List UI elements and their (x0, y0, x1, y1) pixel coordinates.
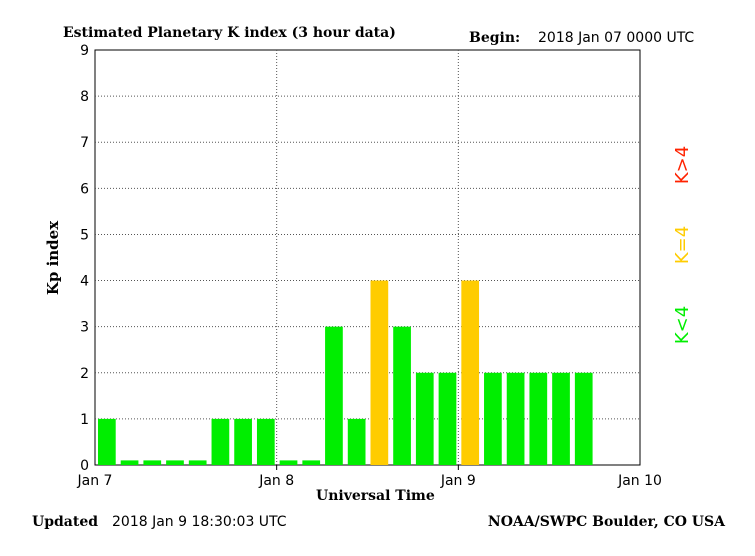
bars (97, 280, 593, 465)
legend-equal: K=4 (672, 226, 693, 264)
y-axis-ticks: 0 1 2 3 4 5 6 7 8 9 (80, 43, 89, 474)
y-tick-label: 0 (80, 458, 89, 474)
y-tick-label: 3 (80, 320, 89, 336)
x-tick-label: Jan 10 (617, 473, 662, 489)
kp-bar (393, 326, 411, 465)
plot-frame (94, 49, 641, 466)
x-axis-ticks: Jan 7 Jan 8 Jan 9 Jan 10 (77, 465, 662, 489)
y-tick-label: 7 (80, 135, 89, 151)
y-tick-label: 4 (80, 274, 89, 290)
kp-bar (461, 280, 480, 465)
plot-area: 0 1 2 3 4 5 6 7 8 9 Jan 7 Jan 8 Jan 9 Jan 10 (77, 43, 662, 489)
kp-bar (438, 372, 457, 465)
kp-bar (256, 418, 275, 465)
kp-bar (325, 326, 343, 465)
kp-bar (188, 460, 207, 465)
kp-bar (415, 372, 434, 465)
kp-bar (143, 460, 162, 465)
legend-low: K<4 (672, 306, 693, 344)
y-tick-label: 1 (80, 412, 89, 428)
y-tick-label: 6 (80, 181, 89, 197)
gridlines (95, 50, 640, 465)
kp-bar (211, 418, 230, 465)
kp-bar (279, 460, 298, 465)
x-axis-label: Universal Time (316, 488, 435, 504)
kp-bar (484, 372, 502, 465)
y-tick-label: 2 (80, 366, 89, 382)
kp-bar (302, 460, 321, 465)
kp-bar (234, 418, 252, 465)
kp-bar (506, 372, 525, 465)
x-tick-label: Jan 8 (258, 473, 294, 489)
begin-value: 2018 Jan 07 0000 UTC (538, 30, 694, 46)
y-tick-label: 8 (80, 89, 89, 105)
updated-value: 2018 Jan 9 18:30:03 UTC (112, 514, 287, 530)
updated-label: Updated (32, 514, 98, 530)
y-tick-label: 9 (80, 43, 89, 59)
kp-bar (97, 418, 116, 465)
kp-bar (552, 372, 570, 465)
kp-bar (166, 460, 184, 465)
begin-label: Begin: (469, 30, 520, 46)
kp-bar (529, 372, 548, 465)
y-tick-label: 5 (80, 227, 89, 243)
kp-bar (574, 372, 593, 465)
kp-bar (370, 280, 389, 465)
x-tick-label: Jan 7 (77, 473, 113, 489)
x-tick-label: Jan 9 (440, 473, 476, 489)
legend-high: K>4 (672, 146, 693, 184)
credit: NOAA/SWPC Boulder, CO USA (488, 514, 726, 530)
kp-bar (347, 418, 366, 465)
kp-bar (120, 460, 139, 465)
chart-title: Estimated Planetary K index (3 hour data… (63, 25, 396, 41)
y-axis-label: Kp index (44, 220, 62, 295)
